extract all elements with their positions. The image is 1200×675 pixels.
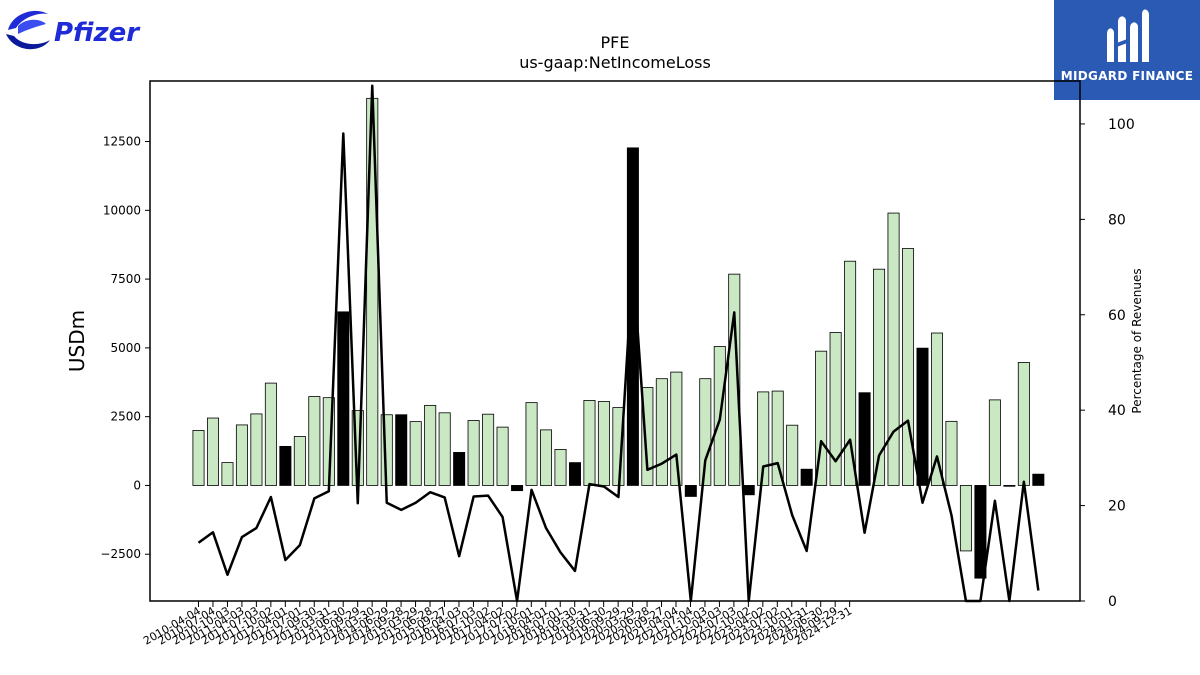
pfizer-logo: Pfizer — [4, 4, 139, 58]
bar — [568, 462, 581, 486]
pfizer-wordmark: Pfizer — [54, 18, 140, 48]
line-layer — [197, 84, 1040, 603]
y-axis: −2500 0 2500 5000 7500 10000 12500 — [100, 135, 150, 561]
bar — [235, 424, 248, 486]
bar — [424, 404, 437, 486]
bar — [858, 392, 871, 486]
chart-subtitle: us-gaap:NetIncomeLoss — [519, 53, 711, 72]
y2-tick-label: 100 — [1108, 117, 1135, 133]
bar — [655, 378, 668, 486]
bar — [293, 436, 306, 486]
y2-tick-label: 0 — [1108, 594, 1117, 610]
bar — [916, 347, 929, 486]
bar — [337, 311, 350, 486]
bar — [829, 332, 842, 486]
bar — [482, 413, 495, 486]
bar — [974, 485, 987, 579]
bar — [540, 429, 553, 486]
bar — [641, 387, 654, 486]
bar — [438, 412, 451, 486]
pct-of-revenues-line — [197, 84, 1040, 603]
bar — [699, 378, 712, 486]
plot-frame — [149, 80, 1081, 602]
bar — [554, 448, 567, 486]
y2-tick-label: 40 — [1108, 403, 1126, 419]
bar — [902, 248, 915, 486]
bar — [670, 371, 683, 486]
bar — [583, 400, 596, 486]
bar — [511, 485, 524, 492]
bar — [467, 420, 480, 486]
bars-layer — [192, 97, 1045, 579]
y-tick-label: 12500 — [103, 135, 141, 149]
bar — [684, 485, 697, 497]
bar — [873, 268, 886, 486]
y2-tick-label: 20 — [1108, 499, 1126, 515]
bar — [945, 420, 958, 486]
bar — [206, 417, 219, 486]
bar — [988, 399, 1001, 486]
bar — [1017, 362, 1030, 486]
bar — [409, 421, 422, 486]
bar — [264, 382, 277, 486]
y-tick-label: 2500 — [110, 410, 141, 424]
y2-tick-label: 80 — [1108, 212, 1126, 228]
bar — [771, 390, 784, 486]
bar — [1003, 485, 1016, 487]
bar — [250, 413, 263, 486]
bar — [453, 452, 466, 486]
bar — [1032, 473, 1045, 486]
pfizer-pill-icon — [6, 10, 50, 50]
bar — [786, 424, 799, 486]
bar — [844, 260, 857, 486]
bar — [366, 97, 379, 486]
y2-axis-label: Percentage of Revenues — [1130, 268, 1144, 413]
bar — [308, 396, 321, 486]
y-axis-label: USDm — [65, 310, 89, 372]
y-tick-label: 5000 — [110, 341, 141, 355]
bar — [395, 414, 408, 486]
bar — [800, 468, 813, 486]
x-axis: 2010-04-042010-07-042010-10-032011-04-03… — [141, 601, 854, 648]
bar — [626, 147, 639, 486]
midgard-wordmark: MIDGARD FINANCE — [1060, 69, 1194, 83]
y-tick-label: 0 — [133, 478, 141, 492]
midgard-finance-logo: MIDGARD FINANCE — [1054, 0, 1200, 100]
midgard-emblem-icon — [1107, 9, 1149, 62]
bar — [815, 350, 828, 486]
bar — [221, 462, 234, 486]
bar — [728, 273, 741, 486]
bar — [887, 212, 900, 486]
bar — [525, 402, 538, 486]
bar — [192, 430, 205, 486]
bar — [742, 485, 755, 496]
y-tick-label: 10000 — [103, 203, 141, 217]
bar — [959, 485, 972, 552]
chart-title: PFE — [601, 33, 630, 52]
y-tick-label: −2500 — [100, 547, 141, 561]
bar — [757, 391, 770, 486]
y2-axis: 0 20 40 60 80 100 — [1080, 117, 1135, 610]
bar — [279, 445, 292, 486]
bar — [496, 426, 509, 486]
bar — [597, 401, 610, 486]
y-tick-label: 7500 — [110, 272, 141, 286]
bar — [930, 332, 943, 486]
y2-tick-label: 60 — [1108, 308, 1126, 324]
